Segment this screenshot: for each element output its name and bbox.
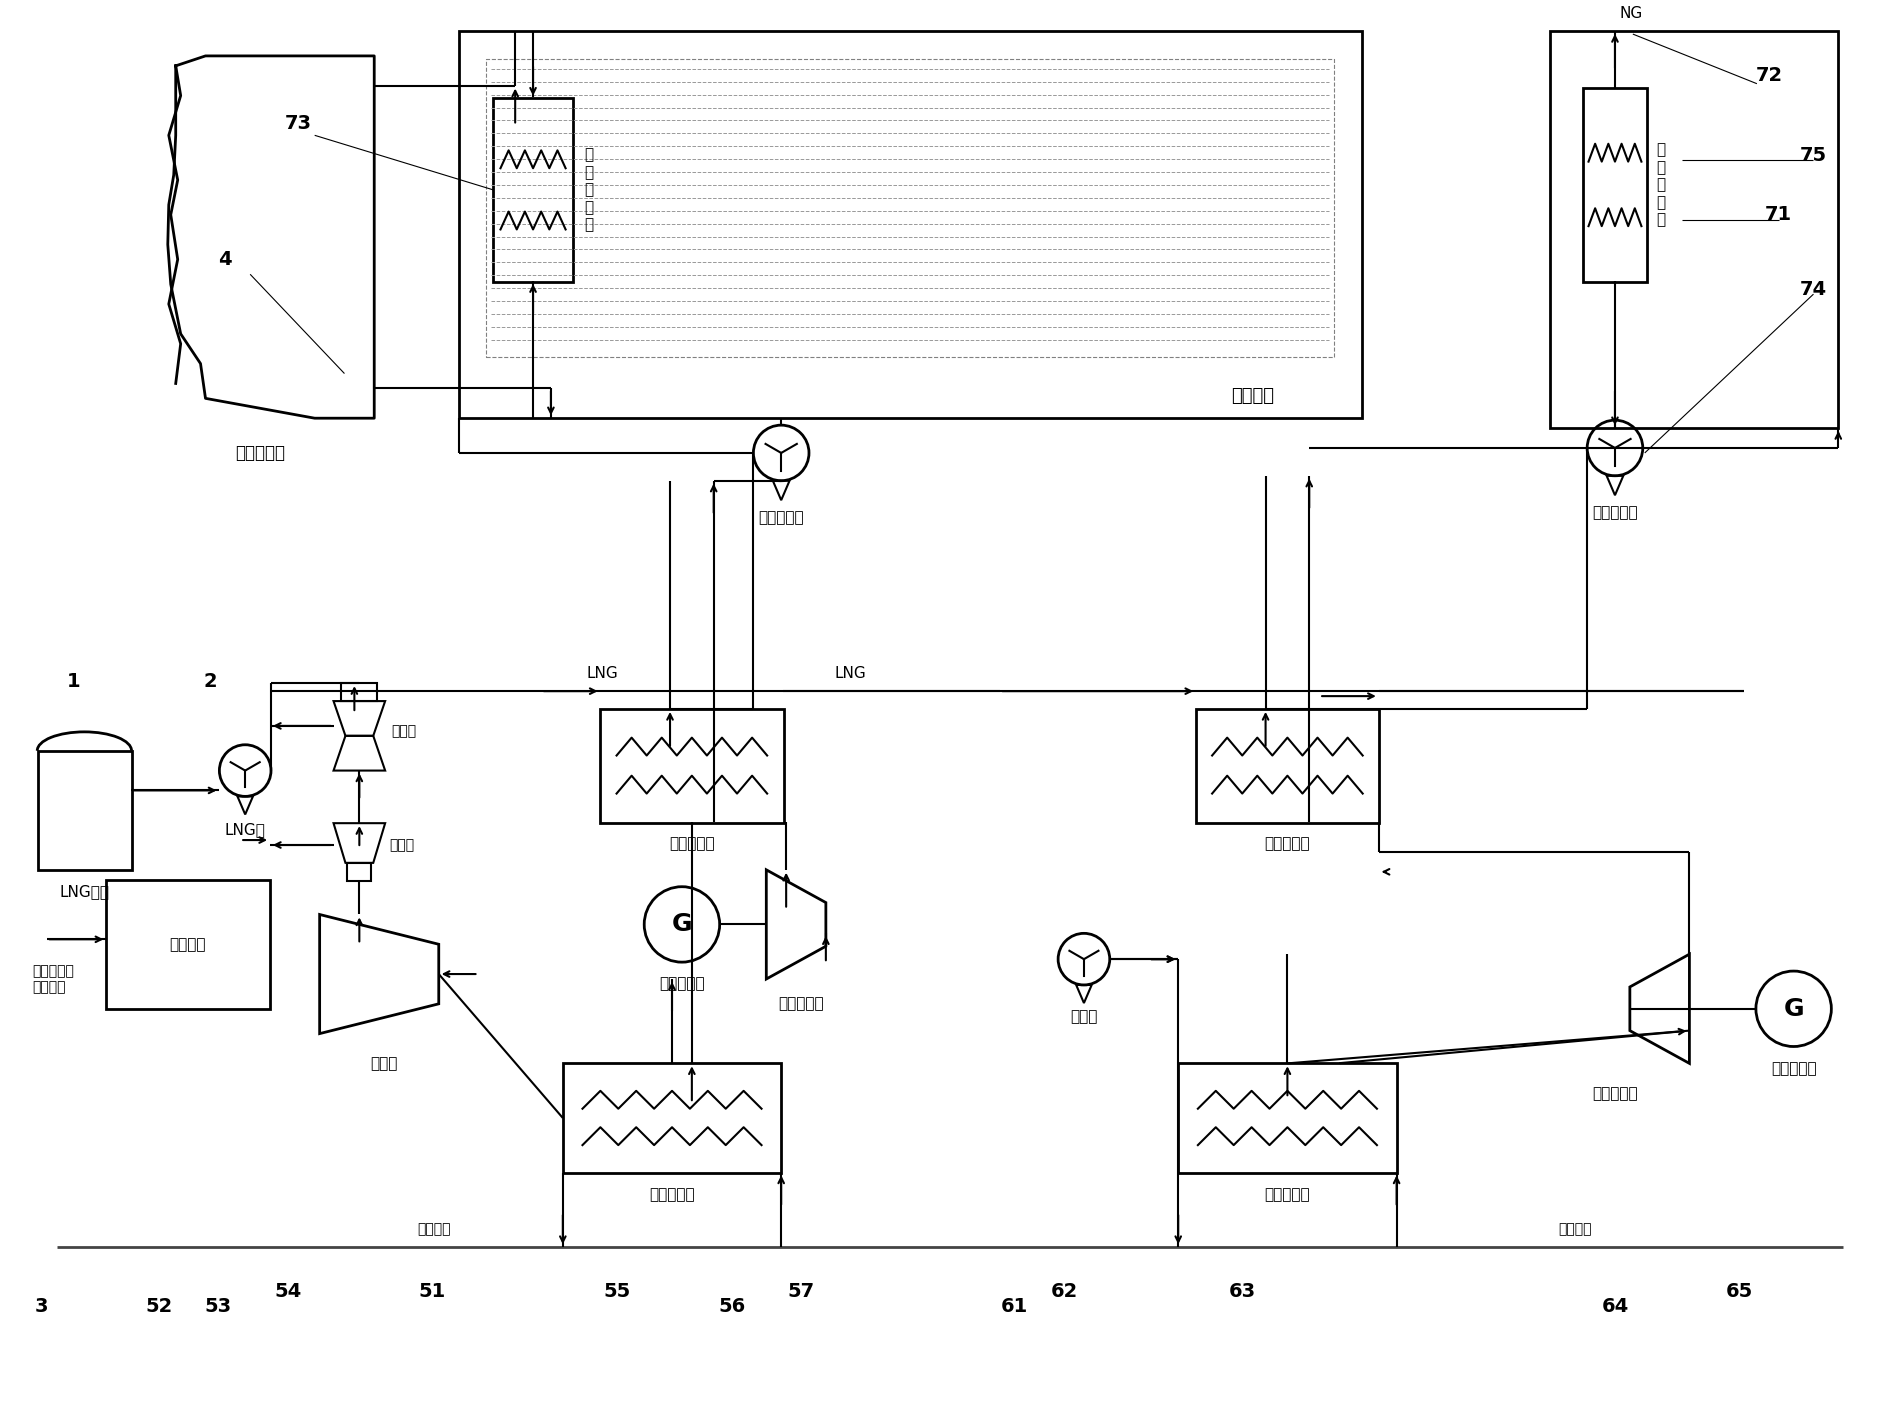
Text: LNG: LNG (836, 666, 866, 681)
Text: 分离器: 分离器 (391, 724, 416, 738)
Text: 第一冷却器: 第一冷却器 (668, 837, 715, 851)
Text: 工顿泵: 工顿泵 (1071, 1009, 1097, 1024)
Text: 需冷能设备: 需冷能设备 (235, 444, 284, 462)
Text: G: G (672, 913, 693, 937)
Text: 65: 65 (1726, 1282, 1752, 1301)
Text: 第
三
冷
却
器: 第 三 冷 却 器 (1656, 142, 1666, 227)
Text: 75: 75 (1799, 145, 1827, 165)
Text: 4: 4 (218, 249, 231, 269)
Text: 第二冷却器: 第二冷却器 (1265, 837, 1310, 851)
Text: 63: 63 (1229, 1282, 1257, 1301)
Text: 蓄冷装置: 蓄冷装置 (1231, 387, 1274, 406)
Text: LNG储罐: LNG储罐 (60, 885, 109, 899)
Text: 粉碎冷箱: 粉碎冷箱 (169, 937, 205, 951)
Text: 第二发电机: 第二发电机 (1771, 1061, 1816, 1076)
Text: 54: 54 (275, 1282, 301, 1301)
Text: 工业余热: 工业余热 (1558, 1222, 1592, 1236)
Text: 51: 51 (418, 1282, 446, 1301)
Text: 一号蓄冷泵: 一号蓄冷泵 (1592, 504, 1637, 520)
Text: 第二膨胀机: 第二膨胀机 (1592, 1086, 1637, 1100)
Text: 第二蒸发器: 第二蒸发器 (1265, 1186, 1310, 1202)
Text: 2: 2 (203, 672, 216, 690)
Text: G: G (1784, 996, 1805, 1020)
Bar (38, 751, 132, 869)
Text: 52: 52 (145, 1298, 173, 1316)
Bar (348, 862, 371, 881)
Bar (1178, 1064, 1396, 1172)
Text: 第一膨胀机: 第一膨胀机 (779, 996, 824, 1012)
Text: 74: 74 (1799, 279, 1827, 299)
Text: 第一蒸发器: 第一蒸发器 (649, 1186, 694, 1202)
Text: 二号蓄冷泵: 二号蓄冷泵 (758, 510, 804, 526)
Text: NG: NG (1620, 6, 1643, 21)
Text: 56: 56 (717, 1298, 745, 1316)
Text: LNG: LNG (587, 666, 619, 681)
Text: 53: 53 (205, 1298, 231, 1316)
Text: 工业余热: 工业余热 (418, 1222, 450, 1236)
Bar (486, 59, 1334, 356)
Bar (105, 879, 269, 1009)
Bar (1583, 89, 1647, 282)
Text: 1: 1 (66, 672, 81, 690)
Text: 64: 64 (1602, 1298, 1628, 1316)
Text: 62: 62 (1050, 1282, 1078, 1301)
Bar (600, 709, 783, 823)
Bar (341, 683, 376, 702)
Text: 第
四
冷
却
器: 第 四 冷 却 器 (585, 148, 595, 232)
Text: LNG泵: LNG泵 (224, 823, 265, 837)
Text: 55: 55 (604, 1282, 630, 1301)
Bar (563, 1064, 781, 1172)
Bar (493, 99, 572, 282)
Bar (1195, 709, 1380, 823)
Text: 71: 71 (1765, 206, 1792, 224)
Text: 混合器: 混合器 (390, 838, 414, 852)
Text: 57: 57 (787, 1282, 815, 1301)
Text: 压缩机: 压缩机 (371, 1055, 397, 1071)
Text: 工业废料和
有机垃圾: 工业废料和 有机垃圾 (32, 964, 73, 995)
Bar (1551, 31, 1839, 428)
Text: 72: 72 (1756, 66, 1782, 86)
Text: 73: 73 (284, 114, 311, 132)
Text: 61: 61 (1001, 1298, 1028, 1316)
Text: 第一发电机: 第一发电机 (659, 976, 704, 992)
Bar (459, 31, 1363, 418)
Text: 3: 3 (36, 1298, 49, 1316)
